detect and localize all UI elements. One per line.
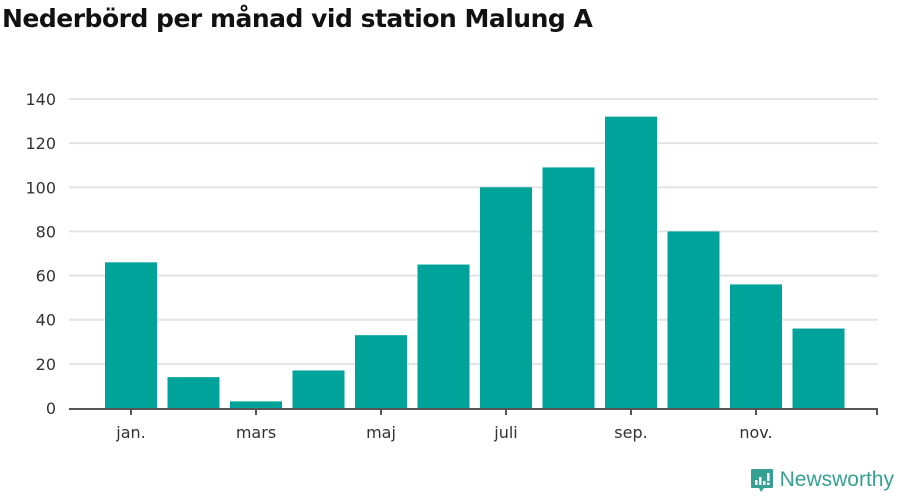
- y-axis-labels: 0 20 40 60 80 100 120 140: [25, 90, 56, 418]
- y-tick-label: 20: [36, 355, 56, 374]
- bar-aug: aug.: 109: [542, 167, 595, 408]
- bar-okt: okt.: 80: [667, 231, 720, 408]
- newsworthy-logo-icon: [750, 469, 773, 492]
- y-tick-label: 120: [25, 134, 56, 153]
- bar-maj: maj: 33: [355, 335, 407, 408]
- x-axis: [69, 408, 878, 415]
- x-tick-label: maj: [366, 423, 396, 442]
- x-tick-label: jan.: [115, 423, 145, 442]
- brand-name: Newsworthy: [779, 468, 894, 491]
- y-tick-label: 0: [46, 399, 56, 418]
- x-tick-label: sep.: [614, 423, 647, 442]
- bar-april: april: 17: [292, 370, 345, 408]
- bar-dec: dec.: 36: [792, 328, 845, 408]
- x-tick-label: juli: [493, 423, 517, 442]
- chart-title: Nederbörd per månad vid station Malung A: [2, 4, 593, 33]
- bar-jan: jan.: 66: [105, 262, 157, 408]
- y-tick-label: 40: [36, 311, 56, 330]
- y-tick-label: 60: [36, 267, 56, 286]
- bars: jan.: 66feb.: 14mars: 3april: 17maj: 33j…: [105, 116, 845, 409]
- newsworthy-brand: Newsworthy: [750, 468, 894, 492]
- bar-feb: feb.: 14: [167, 377, 220, 408]
- bar-mars: mars: 3: [230, 401, 282, 408]
- bar-juli: juli: 100: [480, 187, 532, 408]
- x-tick-label: mars: [236, 423, 276, 442]
- bar-sep: sep.: 132: [605, 116, 657, 409]
- y-tick-label: 140: [25, 90, 56, 109]
- x-axis-labels: jan. mars maj juli sep. nov.: [115, 423, 772, 442]
- y-tick-label: 100: [25, 178, 56, 197]
- y-tick-label: 80: [36, 222, 56, 241]
- bar-juni: juni: 65: [417, 264, 470, 408]
- x-tick-label: nov.: [739, 423, 772, 442]
- gridlines: [69, 98, 878, 365]
- bar-nov: nov.: 56: [730, 284, 782, 408]
